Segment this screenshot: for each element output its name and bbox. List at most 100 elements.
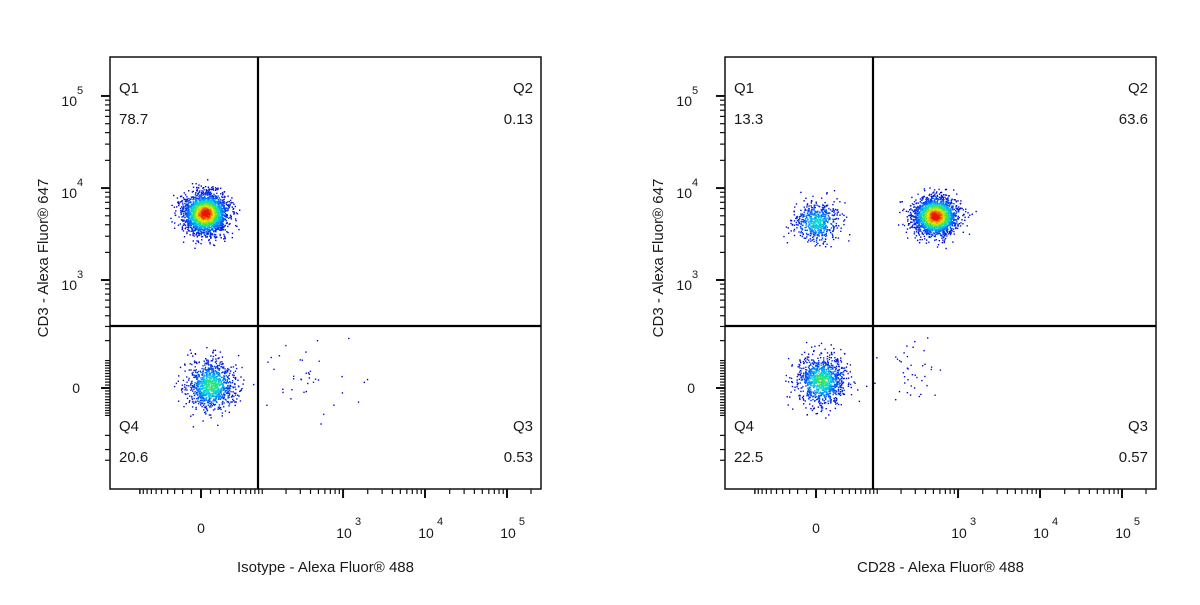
event-dot (843, 224, 844, 225)
event-dot (188, 223, 189, 224)
event-dot (209, 196, 210, 197)
event-dot (218, 204, 219, 205)
event-dot (229, 390, 230, 391)
event-dot (224, 199, 225, 200)
event-dot (216, 213, 217, 214)
event-dot (818, 221, 819, 222)
event-dot (208, 216, 209, 217)
event-dot (203, 218, 204, 219)
event-dot (222, 415, 223, 416)
event-dot (180, 208, 181, 209)
event-dot (211, 223, 212, 224)
event-dot (213, 350, 214, 351)
event-dot (787, 242, 788, 243)
event-dot (220, 380, 221, 381)
event-dot (367, 379, 368, 380)
event-dot (212, 405, 213, 406)
event-dot (222, 412, 223, 413)
event-dot (221, 228, 222, 229)
event-dot (195, 243, 196, 244)
event-dot (232, 380, 233, 381)
event-dot (823, 207, 824, 208)
event-dot (221, 389, 222, 390)
event-dot (816, 224, 817, 225)
event-dot (227, 390, 228, 391)
event-dot (227, 381, 228, 382)
event-dot (825, 241, 826, 242)
event-dot (212, 390, 213, 391)
event-dot (203, 216, 204, 217)
event-dot (209, 194, 210, 195)
event-dot (232, 237, 233, 238)
event-dot (218, 381, 219, 382)
event-dot (220, 223, 221, 224)
event-dot (201, 239, 202, 240)
event-dot (815, 221, 816, 222)
event-dot (206, 374, 207, 375)
event-dot (229, 207, 230, 208)
event-dot (207, 236, 208, 237)
event-dot (224, 237, 225, 238)
event-dot (182, 226, 183, 227)
event-dot (202, 232, 203, 233)
event-dot (212, 360, 213, 361)
event-dot (300, 379, 301, 380)
event-dot (203, 187, 204, 188)
event-dot (205, 236, 206, 237)
event-dot (203, 208, 204, 209)
event-dot (788, 233, 789, 234)
event-dot (188, 379, 189, 380)
event-dot (215, 223, 216, 224)
event-dot (201, 198, 202, 199)
event-dot (194, 395, 195, 396)
event-dot (223, 390, 224, 391)
event-dot (198, 224, 199, 225)
event-dot (235, 225, 236, 226)
event-dot (214, 366, 215, 367)
event-dot (200, 243, 201, 244)
event-dot (205, 206, 206, 207)
event-dot (199, 203, 200, 204)
event-dot (207, 219, 208, 220)
event-dot (826, 211, 827, 212)
event-dot (194, 213, 195, 214)
event-dot (209, 236, 210, 237)
event-dot (836, 214, 837, 215)
event-dot (220, 390, 221, 391)
event-dot (204, 384, 205, 385)
event-dot (818, 217, 819, 218)
event-dot (831, 224, 832, 225)
event-dot (205, 358, 206, 359)
event-dot (186, 196, 187, 197)
event-dot (198, 386, 199, 387)
event-dot (797, 220, 798, 221)
event-dot (236, 398, 237, 399)
event-dot (218, 397, 219, 398)
event-dot (228, 402, 229, 403)
event-dot (204, 393, 205, 394)
event-dot (224, 236, 225, 237)
event-dot (208, 401, 209, 402)
event-dot (794, 214, 795, 215)
event-dot (208, 240, 209, 241)
event-dot (193, 240, 194, 241)
event-dot (309, 377, 310, 378)
event-dot (940, 233, 941, 234)
event-dot (192, 215, 193, 216)
event-dot (212, 352, 213, 353)
event-dot (967, 225, 968, 226)
event-dot (202, 202, 203, 203)
event-dot (237, 380, 238, 381)
event-dot (210, 406, 211, 407)
event-dot (190, 207, 191, 208)
event-dot (215, 217, 216, 218)
event-dot (821, 239, 822, 240)
event-dot (198, 235, 199, 236)
event-dot (186, 385, 187, 386)
event-dot (830, 246, 831, 247)
event-dot (811, 222, 812, 223)
event-dot (192, 390, 193, 391)
event-dot (230, 391, 231, 392)
event-dot (810, 212, 811, 213)
event-dot (835, 237, 836, 238)
